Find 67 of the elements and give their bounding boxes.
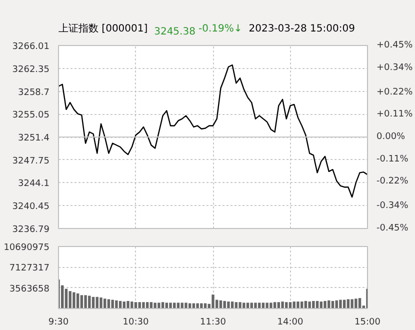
y2-tick-label: 0.00% <box>376 132 406 142</box>
bar <box>242 302 246 308</box>
y-tick-label: 3563658 <box>9 284 50 294</box>
y2-tick-label: -0.45% <box>376 224 409 234</box>
bar <box>184 302 188 308</box>
bar <box>335 300 338 308</box>
y2-tick-label: +0.11% <box>376 110 414 120</box>
y-tick-label: 3255.05 <box>12 110 50 121</box>
y2-tick-label: -0.34% <box>376 201 409 212</box>
x-tick-label: 11:30 <box>200 318 226 328</box>
y-tick-label: 3244.1 <box>18 179 50 190</box>
bar <box>270 302 272 308</box>
bar <box>339 300 342 308</box>
bar <box>115 300 118 308</box>
chart-title: 上证指数 [000001] <box>58 22 148 34</box>
bar <box>84 295 87 308</box>
bar <box>154 302 156 308</box>
y2-tick-label: -0.11% <box>376 154 409 164</box>
bar <box>312 300 315 308</box>
y-tick-label: 3240.45 <box>12 202 50 212</box>
x-tick-label: 14:00 <box>277 318 304 328</box>
bar <box>169 302 172 308</box>
bar <box>354 298 358 308</box>
y-tick-label: 7127317 <box>9 264 50 274</box>
text: 3245.38 <box>154 26 196 38</box>
bar <box>107 299 110 308</box>
x-tick-label: 15:00 <box>354 318 381 328</box>
y-tick-label: 3262.35 <box>12 64 50 75</box>
bar <box>158 302 160 308</box>
bar <box>324 300 326 308</box>
y-tick-label: 3266.01 <box>12 42 50 52</box>
bar <box>281 302 284 308</box>
y-tick-label: 3258.7 <box>18 88 50 98</box>
bar <box>80 295 84 308</box>
bar <box>346 299 350 308</box>
bar <box>111 300 114 308</box>
bar <box>196 303 199 308</box>
y-tick-label: 3251.4 <box>18 134 50 144</box>
line-series <box>58 64 368 198</box>
bar <box>266 302 268 308</box>
bar <box>227 302 230 308</box>
bar <box>68 291 72 308</box>
y-tick-label: 10690975 <box>4 243 50 253</box>
bar <box>126 300 130 308</box>
text: -0.19%↓ <box>198 24 242 34</box>
bar <box>308 302 311 308</box>
y2-tick-label: -0.22% <box>376 176 409 187</box>
bar <box>350 299 354 308</box>
bar <box>296 302 300 308</box>
bar <box>254 302 257 308</box>
x-tick-label: 9:30 <box>48 318 69 328</box>
bar <box>72 292 76 308</box>
bar <box>100 297 102 308</box>
bar <box>238 302 242 308</box>
y-tick-label: 3236.79 <box>12 225 50 235</box>
y2-tick-label: +0.34% <box>376 62 414 73</box>
bar <box>223 300 226 308</box>
x-tick-label: 10:30 <box>122 318 149 328</box>
bar <box>88 296 91 308</box>
y-tick-label: 3247.75 <box>12 156 50 166</box>
bar <box>142 302 145 308</box>
bar <box>180 302 184 308</box>
text: 2023-03-28 15:00:09 <box>248 24 355 34</box>
y2-tick-label: +0.22% <box>376 87 414 98</box>
bar <box>200 303 203 308</box>
bar <box>212 294 214 308</box>
y2-tick-label: +0.45% <box>376 40 414 50</box>
